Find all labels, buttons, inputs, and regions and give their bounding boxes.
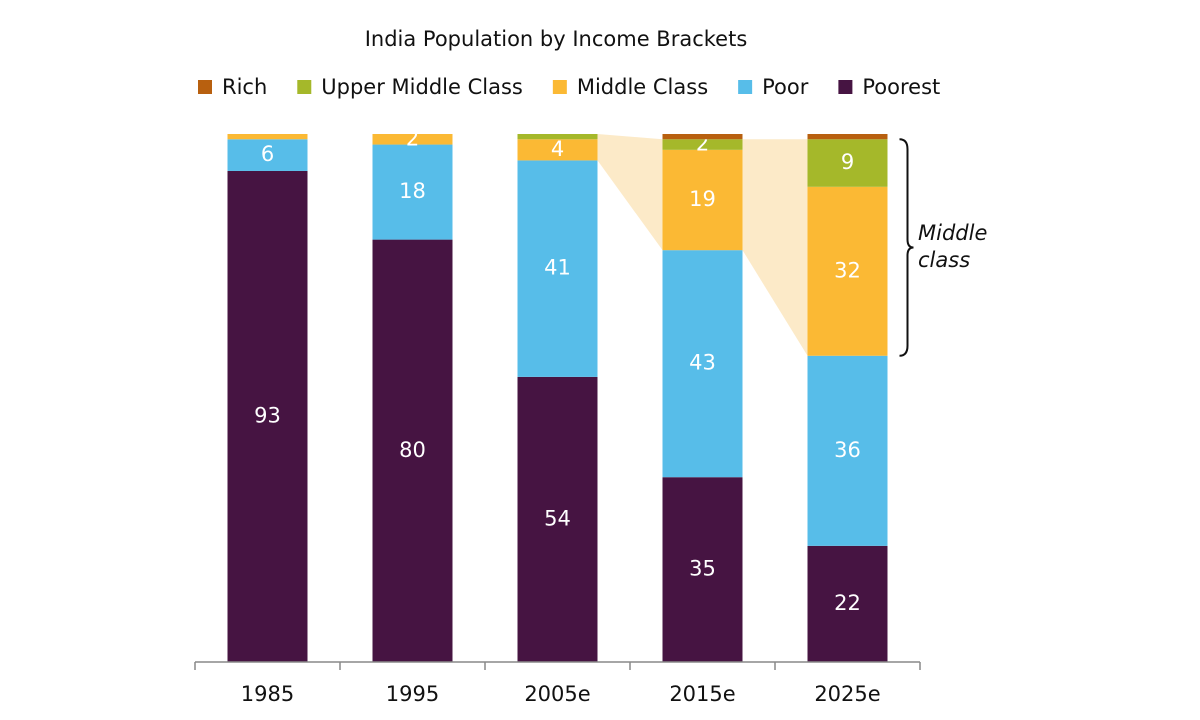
bar-segment xyxy=(662,477,743,662)
bar-segment xyxy=(517,376,598,662)
data-label: 80 xyxy=(399,438,426,462)
bar-segment xyxy=(807,545,888,662)
bracket xyxy=(899,138,914,357)
bar-segment xyxy=(807,355,888,546)
bar-segment xyxy=(227,139,308,171)
data-label: 4 xyxy=(551,137,564,161)
data-label: 41 xyxy=(544,256,571,280)
legend-label: Upper Middle Class xyxy=(321,75,523,99)
data-label: 36 xyxy=(834,438,861,462)
bar-segment xyxy=(372,239,453,662)
middle-class-connector xyxy=(597,134,663,251)
data-label: 43 xyxy=(689,351,716,375)
legend-swatch xyxy=(552,80,567,94)
chart-title: India Population by Income Brackets xyxy=(365,27,748,51)
data-label: 2 xyxy=(406,126,419,150)
x-tick-label: 2005e xyxy=(524,682,590,706)
legend-label: Rich xyxy=(222,75,267,99)
legend-label: Poorest xyxy=(862,75,940,99)
legend-swatch xyxy=(198,80,212,94)
x-tick-label: 1995 xyxy=(386,682,439,706)
data-label: 93 xyxy=(254,403,281,427)
bar-segment xyxy=(372,134,453,145)
data-label: 9 xyxy=(841,150,854,174)
x-tick-label: 2025e xyxy=(814,682,880,706)
bar-segment xyxy=(807,139,888,187)
bar-segment xyxy=(517,134,598,140)
bar-segment xyxy=(662,134,743,140)
bar-segment xyxy=(662,139,743,150)
data-label: 32 xyxy=(834,258,861,282)
data-label: 35 xyxy=(689,557,716,581)
bar-segment xyxy=(662,149,743,251)
bar-segment xyxy=(227,134,308,140)
x-tick-label: 2015e xyxy=(669,682,735,706)
data-label: 22 xyxy=(834,591,861,615)
data-label: 18 xyxy=(399,179,426,203)
bar-segment xyxy=(807,134,888,140)
x-tick-label: 1985 xyxy=(241,682,294,706)
legend-swatch xyxy=(297,80,312,94)
bar-segment xyxy=(807,186,888,356)
data-label: 54 xyxy=(544,506,571,530)
bar-segment xyxy=(372,144,453,240)
bar-segment xyxy=(517,139,598,161)
bar-segment xyxy=(662,250,743,478)
legend-label: Middle Class xyxy=(577,75,708,99)
bar-segment xyxy=(227,170,308,662)
annotation: Middle class xyxy=(918,220,988,272)
middle-class-connector xyxy=(742,139,808,356)
legend-swatch xyxy=(838,80,853,94)
data-label: 19 xyxy=(689,187,716,211)
bar-segment xyxy=(517,160,598,377)
legend-label: Poor xyxy=(762,75,809,99)
data-label: 6 xyxy=(261,142,274,166)
legend-swatch xyxy=(738,80,753,94)
